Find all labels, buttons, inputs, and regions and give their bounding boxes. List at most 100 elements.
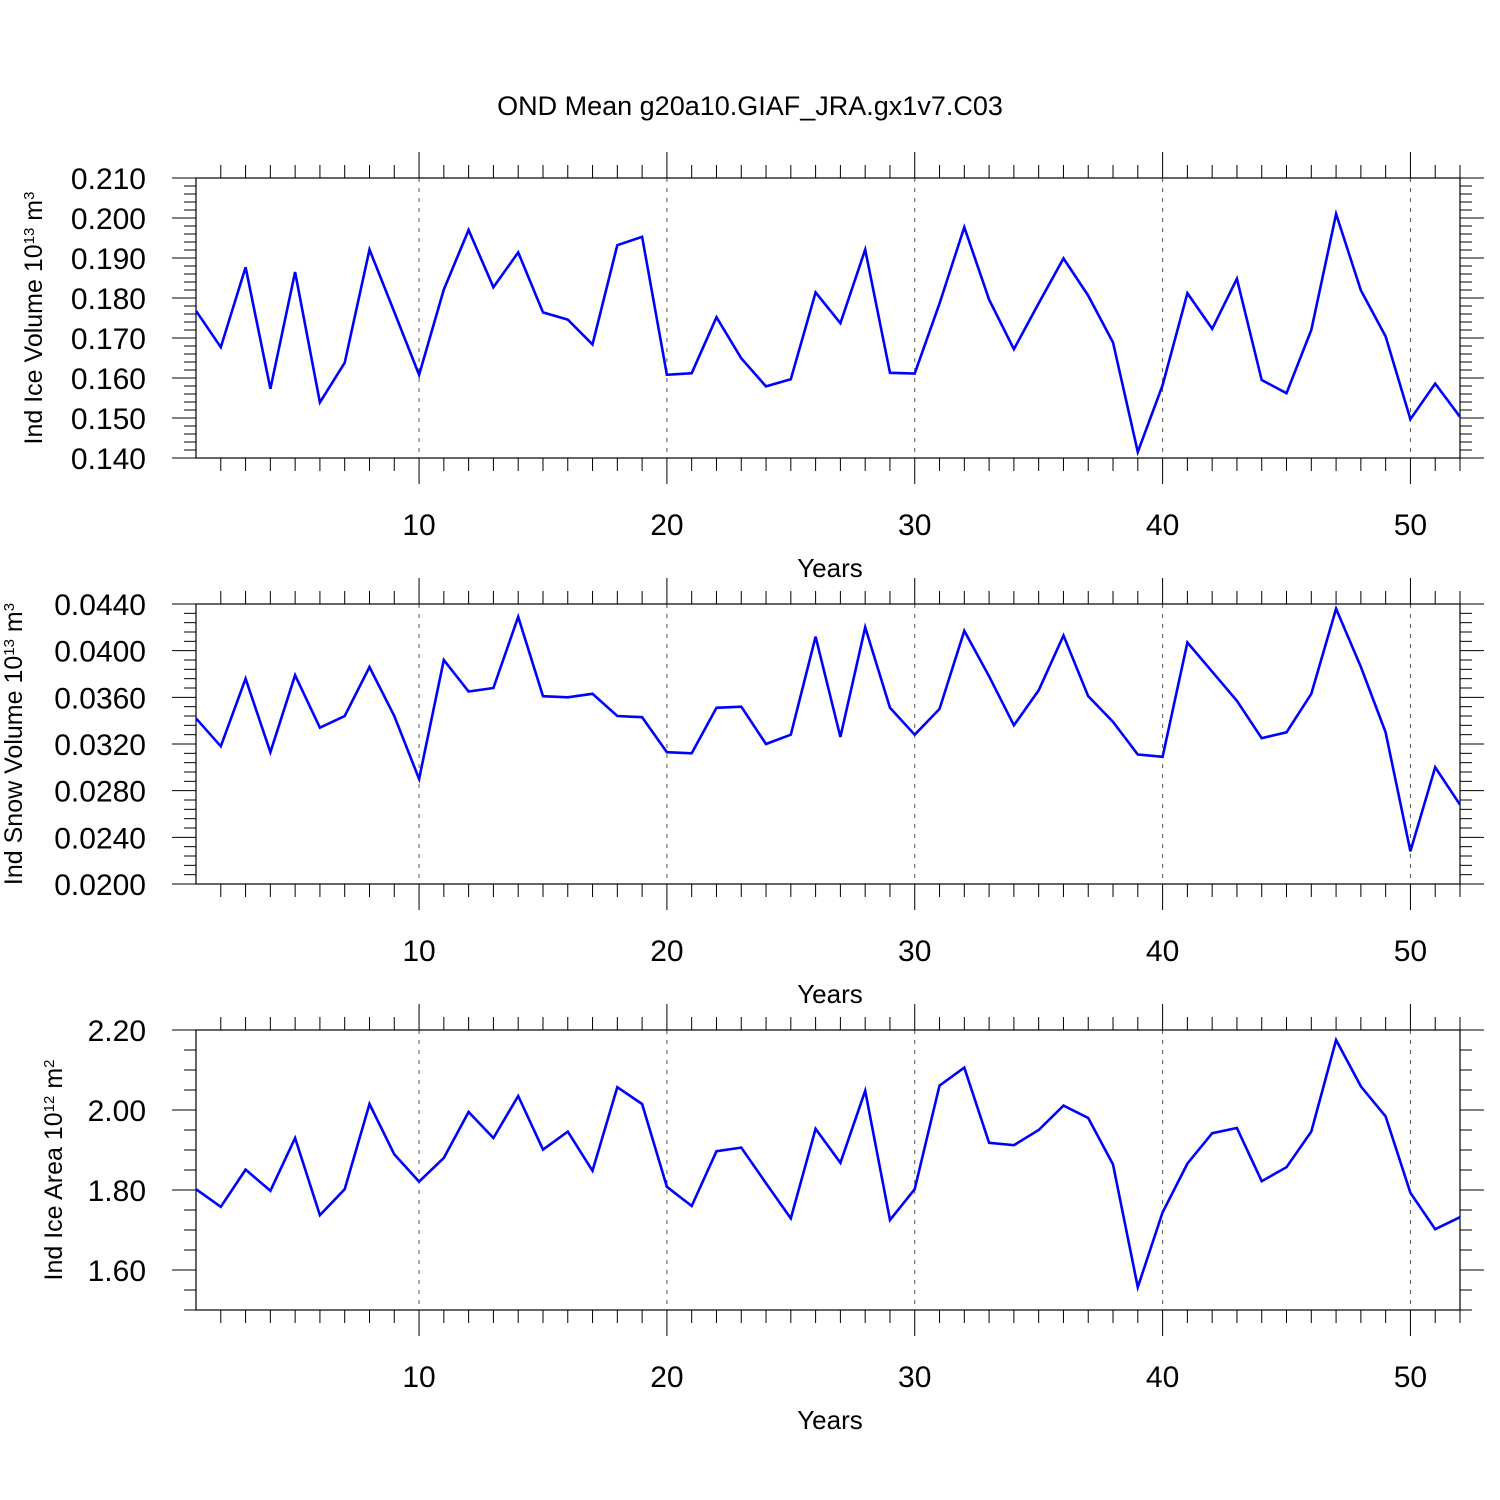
data-point (591, 1170, 593, 1172)
data-point (244, 1168, 246, 1170)
x-tick-label: 30 (898, 935, 931, 968)
data-point (368, 248, 370, 250)
y-tick-label: 2.00 (88, 1095, 146, 1128)
data-point (765, 385, 767, 387)
data-point (1261, 1180, 1263, 1182)
data-point (1310, 329, 1312, 331)
data-point (1087, 695, 1089, 697)
data-point (1112, 341, 1114, 343)
data-point (517, 251, 519, 253)
data-point (1087, 1117, 1089, 1119)
chart-title: OND Mean g20a10.GIAF_JRA.gx1v7.C03 (497, 91, 1003, 121)
data-point (790, 378, 792, 380)
data-point (1409, 850, 1411, 852)
data-point (864, 626, 866, 628)
data-point (567, 318, 569, 320)
data-point (319, 726, 321, 728)
plot-frame (195, 177, 1461, 459)
y-axis-label: Ind Ice Area 1012 m2 (40, 1060, 68, 1281)
data-point (641, 1103, 643, 1105)
data-point (641, 236, 643, 238)
data-point (839, 322, 841, 324)
data-point (790, 733, 792, 735)
data-point (914, 1188, 916, 1190)
data-point (443, 659, 445, 661)
y-tick-label: 0.160 (71, 363, 146, 396)
y-tick-label: 0.0320 (54, 729, 146, 762)
data-point (467, 1111, 469, 1113)
data-point (492, 286, 494, 288)
x-tick-label: 30 (898, 509, 931, 542)
data-point (914, 372, 916, 374)
data-point (1037, 1129, 1039, 1131)
data-point (790, 1217, 792, 1219)
y-tick-label: 0.0240 (54, 822, 146, 855)
data-point (443, 288, 445, 290)
data-point (740, 705, 742, 707)
y-axis-label-unit: m (20, 200, 48, 228)
data-point (319, 401, 321, 403)
x-axis-label: Years (797, 553, 863, 583)
data-point (616, 244, 618, 246)
data-point (467, 690, 469, 692)
y-tick-label: 0.150 (71, 403, 146, 436)
data-point (1335, 607, 1337, 609)
data-point (195, 310, 197, 312)
data-point (1137, 1286, 1139, 1288)
data-point (368, 666, 370, 668)
x-tick-label: 20 (650, 1361, 683, 1394)
data-point (344, 715, 346, 717)
data-point (1335, 213, 1337, 215)
data-point (1037, 689, 1039, 691)
data-point (938, 708, 940, 710)
plot-frame (195, 603, 1461, 885)
plot-frame (195, 1029, 1461, 1311)
data-point (344, 1188, 346, 1190)
data-point (393, 311, 395, 313)
data-point (1062, 634, 1064, 636)
ice-volume-panel: 0.140 0.150 0.160 0.170 0.180 0.190 0.200 0.210… (20, 152, 1484, 583)
data-point (864, 1090, 866, 1092)
data-point (616, 1086, 618, 1088)
data-point (1013, 724, 1015, 726)
data-point (839, 736, 841, 738)
data-point (889, 707, 891, 709)
data-point (1459, 1216, 1461, 1218)
data-point (988, 675, 990, 677)
y-axis-label-unit-exponent: 2 (41, 1060, 58, 1068)
data-point (1062, 1104, 1064, 1106)
data-point (666, 374, 668, 376)
ice-area-panel: 1.60 1.80 2.00 2.20 10 20 30 40 50 Years Ind Ice A… (40, 1004, 1484, 1435)
data-point (294, 271, 296, 273)
data-point (864, 248, 866, 250)
data-point (988, 298, 990, 300)
data-point (740, 357, 742, 359)
data-series-line (195, 1036, 1461, 1293)
data-point (567, 696, 569, 698)
x-tick-label: 10 (402, 935, 435, 968)
data-point (1186, 1162, 1188, 1164)
data-point (690, 752, 692, 754)
y-tick-label: 0.210 (71, 163, 146, 196)
y-tick-label: 0.0360 (54, 682, 146, 715)
data-point (814, 1128, 816, 1130)
data-series-line (194, 208, 1462, 457)
y-tick-label: 0.140 (71, 443, 146, 476)
data-point (492, 687, 494, 689)
data-point (1285, 392, 1287, 394)
y-tick-label: 0.0200 (54, 869, 146, 902)
data-point (938, 1084, 940, 1086)
data-point (1434, 1228, 1436, 1230)
data-point (1360, 666, 1362, 668)
data-point (591, 693, 593, 695)
data-point (963, 630, 965, 632)
data-point (244, 266, 246, 268)
data-point (344, 362, 346, 364)
data-point (666, 751, 668, 753)
data-point (914, 733, 916, 735)
data-point (542, 311, 544, 313)
y-axis-label-text: Ind Ice Volume 10 (20, 244, 48, 444)
x-tick-label: 30 (898, 1361, 931, 1394)
data-point (393, 715, 395, 717)
